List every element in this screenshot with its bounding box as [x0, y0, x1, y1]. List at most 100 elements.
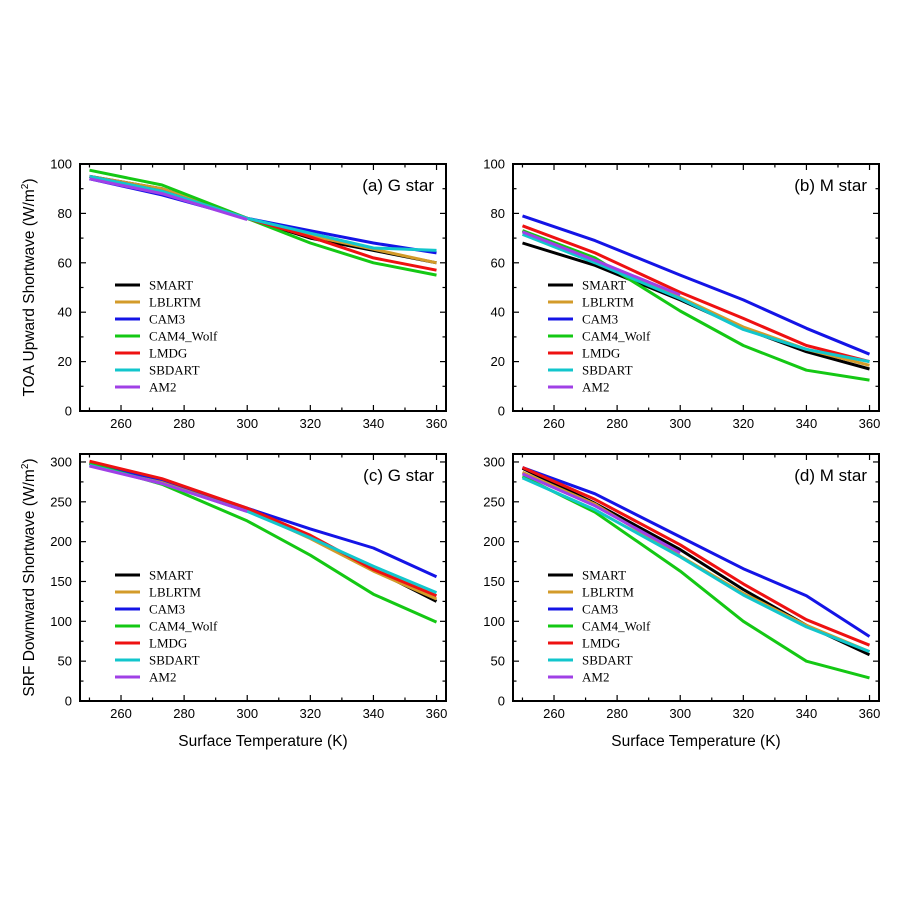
legend-label: SMART [149, 568, 193, 583]
legend-label: AM2 [149, 670, 176, 685]
legend-label: CAM4_Wolf [582, 329, 651, 344]
y-tick-label: 40 [491, 305, 505, 320]
x-axis-title: Surface Temperature (K) [178, 733, 347, 750]
series-line-lmdg [521, 466, 871, 647]
panel-title: (a) G star [362, 176, 434, 195]
legend: SMART LBLRTM CAM3 CAM4_Wolf LMDG SBDART AM2 [115, 568, 218, 685]
legend-label: LMDG [149, 636, 187, 651]
y-axis-title: TOA Upward Shortwave (W/m2) [20, 178, 38, 396]
legend-label: CAM4_Wolf [149, 329, 218, 344]
plot-frame [79, 453, 447, 702]
legend-label: AM2 [582, 670, 609, 685]
series-line-sbdart [521, 233, 870, 364]
panel-title: (c) G star [363, 466, 434, 485]
series-line-lmdg [89, 459, 438, 598]
y-tick-label: 150 [50, 574, 72, 589]
legend-label: LBLRTM [582, 585, 634, 600]
y-tick-label: 60 [58, 255, 72, 270]
x-tick-label: 280 [173, 706, 195, 721]
x-axis-title: Surface Temperature (K) [611, 733, 780, 750]
panel-title: (b) M star [794, 176, 867, 195]
legend: SMART LBLRTM CAM3 CAM4_Wolf LMDG SBDART AM2 [548, 278, 651, 395]
x-tick-label: 320 [732, 416, 754, 431]
y-tick-label: 50 [58, 654, 72, 669]
y-tick-label: 0 [498, 404, 505, 419]
x-tick-label: 280 [606, 706, 628, 721]
x-tick-label: 260 [110, 706, 132, 721]
x-tick-label: 300 [669, 416, 691, 431]
y-tick-label: 50 [491, 654, 505, 669]
legend-label: CAM3 [582, 312, 618, 327]
y-tick-label: 300 [483, 454, 505, 469]
y-tick-label: 200 [50, 534, 72, 549]
plot-frame [79, 163, 447, 412]
series-line-am2 [89, 177, 248, 222]
legend-label: SBDART [149, 363, 200, 378]
series-line-am2 [521, 472, 681, 555]
x-tick-label: 360 [426, 706, 448, 721]
legend-label: SBDART [149, 653, 200, 668]
legend-label: LBLRTM [149, 295, 201, 310]
x-tick-label: 340 [796, 706, 818, 721]
series-line-cam4-wolf [89, 462, 438, 624]
legend-label: SMART [149, 278, 193, 293]
y-tick-label: 0 [65, 694, 72, 709]
x-tick-label: 340 [363, 706, 385, 721]
series-line-am2 [89, 464, 248, 513]
x-tick-label: 260 [543, 416, 565, 431]
x-tick-label: 340 [796, 416, 818, 431]
panel-title: (d) M star [794, 466, 867, 485]
legend-label: CAM3 [149, 312, 185, 327]
x-tick-label: 300 [669, 706, 691, 721]
y-tick-label: 20 [491, 354, 505, 369]
x-tick-label: 260 [543, 706, 565, 721]
y-tick-label: 20 [58, 354, 72, 369]
x-tick-label: 340 [363, 416, 385, 431]
legend-label: SMART [582, 278, 626, 293]
legend-label: LBLRTM [582, 295, 634, 310]
y-tick-label: 100 [50, 614, 72, 629]
y-tick-label: 100 [483, 614, 505, 629]
series-line-cam3 [522, 214, 871, 356]
legend-label: CAM4_Wolf [149, 619, 218, 634]
x-tick-label: 320 [299, 706, 321, 721]
series-line-cam4-wolf [521, 229, 870, 382]
y-tick-label: 300 [50, 454, 72, 469]
legend-label: AM2 [149, 380, 176, 395]
legend-label: CAM3 [149, 602, 185, 617]
x-tick-label: 360 [859, 416, 881, 431]
y-tick-label: 150 [483, 574, 505, 589]
x-tick-label: 280 [173, 416, 195, 431]
legend-label: CAM3 [582, 602, 618, 617]
legend: SMART LBLRTM CAM3 CAM4_Wolf LMDG SBDART AM2 [115, 278, 218, 395]
legend: SMART LBLRTM CAM3 CAM4_Wolf LMDG SBDART AM2 [548, 568, 651, 685]
legend-label: LMDG [582, 636, 620, 651]
series-line-cam3 [521, 466, 871, 638]
legend-label: SMART [582, 568, 626, 583]
y-tick-label: 200 [483, 534, 505, 549]
y-tick-label: 100 [483, 157, 505, 172]
x-tick-label: 260 [110, 416, 132, 431]
legend-label: CAM4_Wolf [582, 619, 651, 634]
panel-c: 260 280 300 320 340 360 0 50 100 150 200 250 300 (c) … [20, 453, 448, 750]
legend-label: SBDART [582, 653, 633, 668]
x-tick-label: 360 [426, 416, 448, 431]
legend-label: SBDART [582, 363, 633, 378]
series-line-cam4-wolf [521, 474, 870, 680]
y-tick-label: 0 [65, 404, 72, 419]
legend-label: LMDG [582, 346, 620, 361]
x-tick-label: 320 [299, 416, 321, 431]
y-tick-label: 250 [483, 494, 505, 509]
series-line-am2 [521, 230, 681, 297]
panel-a: 260 280 300 320 340 360 0 20 40 60 80 100 (a) G star… [20, 157, 447, 432]
plot-frame [512, 453, 880, 702]
series-line-cam4-wolf [89, 168, 437, 277]
x-tick-label: 300 [236, 416, 258, 431]
legend-label: AM2 [582, 380, 609, 395]
panel-d: 260 280 300 320 340 360 0 50 100 150 200 250 300 (d) … [483, 453, 880, 750]
y-tick-label: 0 [498, 694, 505, 709]
y-axis-title: SRF Downward Shortwave (W/m2) [20, 458, 38, 696]
series-line-sbdart [521, 476, 871, 653]
x-tick-label: 320 [732, 706, 754, 721]
y-tick-label: 80 [491, 206, 505, 221]
